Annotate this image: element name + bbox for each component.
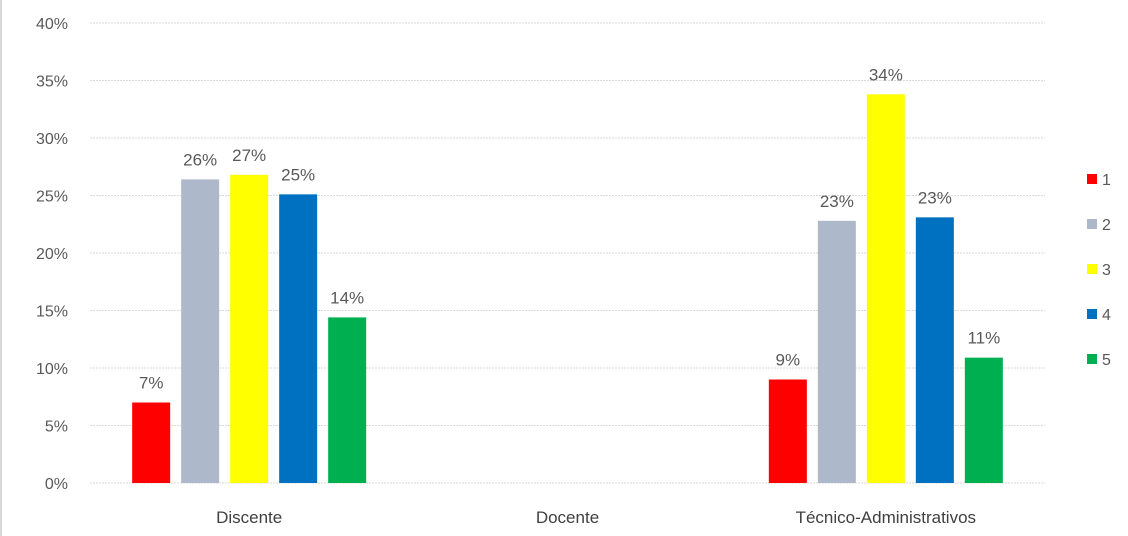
legend-label: 2: [1102, 217, 1111, 234]
data-label: 14%: [330, 288, 364, 307]
legend-swatch-3: [1087, 264, 1097, 274]
y-tick-label: 0%: [45, 476, 68, 493]
legend-swatch-2: [1087, 219, 1097, 229]
y-tick-label: 30%: [36, 131, 68, 148]
data-label: 27%: [232, 146, 266, 165]
legend-label: 3: [1102, 262, 1111, 279]
data-label: 7%: [139, 374, 164, 393]
data-label: 9%: [776, 351, 801, 370]
y-axis-ticks: 0% 5% 10% 15% 20% 25% 30% 35% 40%: [36, 16, 68, 493]
category-labels: Discente Docente Técnico-Administrativos: [216, 508, 976, 527]
bar-series-2: [817, 220, 856, 484]
data-labels: 7% 26% 27% 25% 14% 9% 23% 34% 23% 11%: [139, 65, 1000, 392]
category-label: Técnico-Administrativos: [796, 508, 976, 527]
bar-series-4: [279, 194, 318, 483]
data-label: 23%: [820, 192, 854, 211]
bar-series-3: [866, 94, 905, 484]
legend-swatch-4: [1087, 309, 1097, 319]
data-label: 25%: [281, 165, 315, 184]
bars: [132, 94, 1003, 484]
legend-swatch-5: [1087, 354, 1097, 364]
bar-series-1: [768, 379, 807, 483]
y-tick-label: 15%: [36, 304, 68, 321]
y-tick-label: 5%: [45, 419, 68, 436]
category-label: Docente: [536, 508, 599, 527]
frame-border: [0, 0, 2, 536]
bar-series-4: [915, 217, 954, 483]
y-tick-label: 25%: [36, 189, 68, 206]
data-label: 11%: [967, 329, 1000, 348]
bar-series-5: [328, 317, 367, 483]
data-label: 34%: [869, 65, 903, 84]
bar-series-3: [230, 174, 269, 484]
bar-series-2: [181, 179, 220, 483]
legend-label: 1: [1102, 172, 1111, 189]
y-tick-label: 10%: [36, 361, 68, 378]
y-tick-label: 40%: [36, 16, 68, 33]
legend-label: 5: [1102, 352, 1111, 369]
legend: 1 2 3 4 5: [1087, 172, 1111, 369]
bar-series-5: [964, 357, 1003, 483]
legend-label: 4: [1102, 307, 1111, 324]
y-tick-label: 35%: [36, 74, 68, 91]
legend-swatch-1: [1087, 174, 1097, 184]
bar-series-1: [132, 402, 171, 483]
data-label: 23%: [918, 188, 952, 207]
data-label: 26%: [183, 150, 217, 169]
y-tick-label: 20%: [36, 246, 68, 263]
category-label: Discente: [216, 508, 282, 527]
